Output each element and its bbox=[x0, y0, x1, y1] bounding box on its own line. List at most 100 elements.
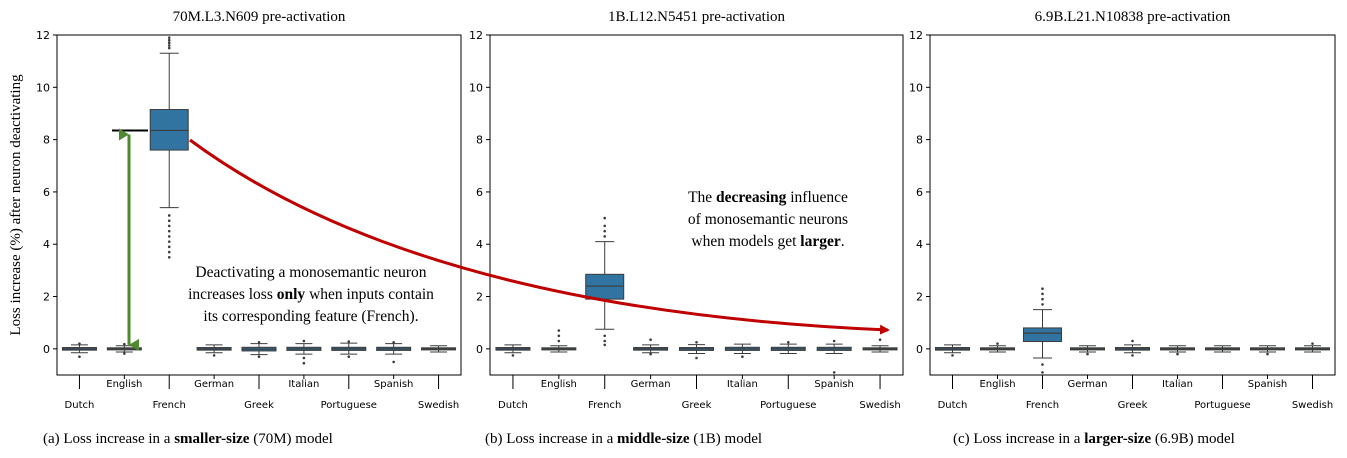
y-tick-label: 6 bbox=[916, 186, 923, 199]
x-tick-label: Spanish bbox=[1248, 379, 1288, 390]
x-tick-label: French bbox=[588, 400, 621, 411]
x-tick-label: Dutch bbox=[498, 400, 528, 411]
flier-point bbox=[603, 224, 607, 228]
flier-point bbox=[649, 352, 652, 356]
y-tick-label: 12 bbox=[469, 29, 483, 42]
x-tick-label: English bbox=[541, 379, 577, 390]
y-tick-label: 12 bbox=[909, 29, 923, 42]
annotation-left-line: Deactivating a monosemantic neuron bbox=[195, 264, 426, 281]
flier-point bbox=[392, 341, 395, 344]
flier-point bbox=[1311, 342, 1314, 345]
annotation-text: its corresponding feature (French). bbox=[203, 308, 418, 325]
y-tick-label: 10 bbox=[469, 81, 483, 94]
plot-frame bbox=[929, 34, 1336, 376]
annotation-text: Deactivating a monosemantic neuron bbox=[195, 264, 426, 281]
flier-point bbox=[167, 256, 171, 259]
y-tick-label: 4 bbox=[43, 238, 50, 251]
panel-1: 70M.L3.N609 pre-activation 0 2 4 6 8 10 12 Dutch… bbox=[36, 9, 462, 411]
annotation-left-line: increases loss only when inputs contain bbox=[188, 286, 434, 303]
flier-point bbox=[302, 356, 306, 360]
box-swedish bbox=[421, 345, 457, 353]
box-english bbox=[106, 342, 142, 355]
emphasis-text: only bbox=[277, 286, 306, 303]
flier-point bbox=[996, 342, 999, 345]
box-italian bbox=[286, 339, 322, 365]
flier-point bbox=[167, 229, 171, 233]
y-tick-label: 0 bbox=[476, 343, 483, 356]
flier-point bbox=[832, 339, 836, 343]
flier-point bbox=[167, 235, 171, 238]
box-portuguese bbox=[1205, 345, 1240, 353]
red-trend-arrow bbox=[189, 138, 890, 335]
flier-point bbox=[347, 340, 351, 343]
x-tick-label: Dutch bbox=[938, 400, 968, 411]
x-tick-label: German bbox=[194, 379, 234, 390]
flier-point bbox=[695, 356, 698, 360]
emphasis-text: decreasing bbox=[716, 189, 787, 206]
x-tick-label: Portuguese bbox=[321, 400, 377, 411]
flier-point bbox=[603, 229, 607, 233]
x-tick-label: Portuguese bbox=[1194, 400, 1250, 411]
box-french bbox=[1023, 287, 1062, 374]
y-tick-label: 12 bbox=[36, 29, 50, 42]
box-dutch bbox=[935, 344, 970, 357]
x-tick-label: Italian bbox=[727, 379, 758, 390]
emphasis-text: larger bbox=[800, 233, 841, 250]
flier-point bbox=[511, 354, 515, 357]
annotation-text: when inputs contain bbox=[305, 286, 434, 303]
y-tick-label: 2 bbox=[43, 291, 50, 304]
flier-point bbox=[557, 334, 561, 338]
annotation-text: . bbox=[841, 233, 845, 250]
y-tick-label: 2 bbox=[916, 291, 923, 304]
x-tick-label: Swedish bbox=[418, 400, 459, 411]
caption-b: (b) Loss increase in a middle-size (1B) … bbox=[485, 431, 763, 447]
flier-point bbox=[1041, 371, 1044, 374]
flier-point bbox=[123, 352, 126, 355]
annotation-text: The bbox=[688, 189, 716, 206]
caption-a: (a) Loss increase in a smaller-size (70M… bbox=[43, 431, 333, 447]
flier-point bbox=[951, 354, 954, 357]
x-tick-label: Spanish bbox=[374, 379, 414, 390]
x-tick-label: Swedish bbox=[1292, 400, 1333, 411]
flier-point bbox=[1176, 352, 1179, 356]
flier-point bbox=[302, 339, 306, 343]
panel-title: 70M.L3.N609 pre-activation bbox=[173, 9, 346, 25]
annotation-left-line: its corresponding feature (French). bbox=[203, 308, 418, 325]
box-portuguese bbox=[770, 341, 806, 355]
panels: 70M.L3.N609 pre-activation 0 2 4 6 8 10 12 Dutch… bbox=[36, 9, 1336, 411]
flier-point bbox=[257, 341, 261, 344]
panel-3: 6.9B.L21.N10838 pre-activation 0 2 4 6 8 10 12 D… bbox=[909, 9, 1336, 411]
flier-point bbox=[167, 245, 171, 249]
flier-point bbox=[167, 240, 171, 243]
flier-point bbox=[123, 342, 126, 346]
flier-point bbox=[78, 342, 81, 345]
flier-point bbox=[167, 214, 171, 217]
panel-2: 1B.L12.N5451 pre-activation 0 2 4 6 8 10 12 Dutc… bbox=[469, 9, 904, 411]
annotation-overlay: Loss increase (%) after neuron deactivat… bbox=[8, 74, 890, 351]
iqr-box bbox=[149, 109, 189, 151]
box-english bbox=[541, 329, 577, 353]
flier-point bbox=[603, 343, 607, 347]
y-tick-label: 0 bbox=[43, 343, 50, 356]
y-tick-label: 8 bbox=[916, 134, 923, 147]
x-tick-label: Greek bbox=[682, 400, 712, 411]
flier-point bbox=[741, 355, 744, 358]
y-tick-label: 0 bbox=[916, 343, 923, 356]
box-swedish bbox=[862, 338, 898, 353]
flier-point bbox=[167, 250, 171, 254]
x-tick-label: German bbox=[631, 379, 671, 390]
y-tick-label: 10 bbox=[909, 81, 923, 94]
box-greek bbox=[1115, 339, 1150, 357]
box-french bbox=[149, 36, 189, 259]
flier-point bbox=[1041, 303, 1044, 306]
box-spanish bbox=[1250, 345, 1285, 356]
flier-point bbox=[1266, 352, 1269, 356]
y-tick-label: 4 bbox=[916, 238, 923, 251]
flier-point bbox=[786, 341, 790, 344]
flier-point bbox=[557, 329, 561, 332]
x-tick-label: French bbox=[1026, 400, 1059, 411]
annotation-mid-line: of monosemantic neurons bbox=[688, 211, 848, 228]
y-tick-label: 4 bbox=[476, 238, 483, 251]
y-axis-label: Loss increase (%) after neuron deactivat… bbox=[8, 74, 24, 336]
flier-point bbox=[212, 354, 216, 357]
